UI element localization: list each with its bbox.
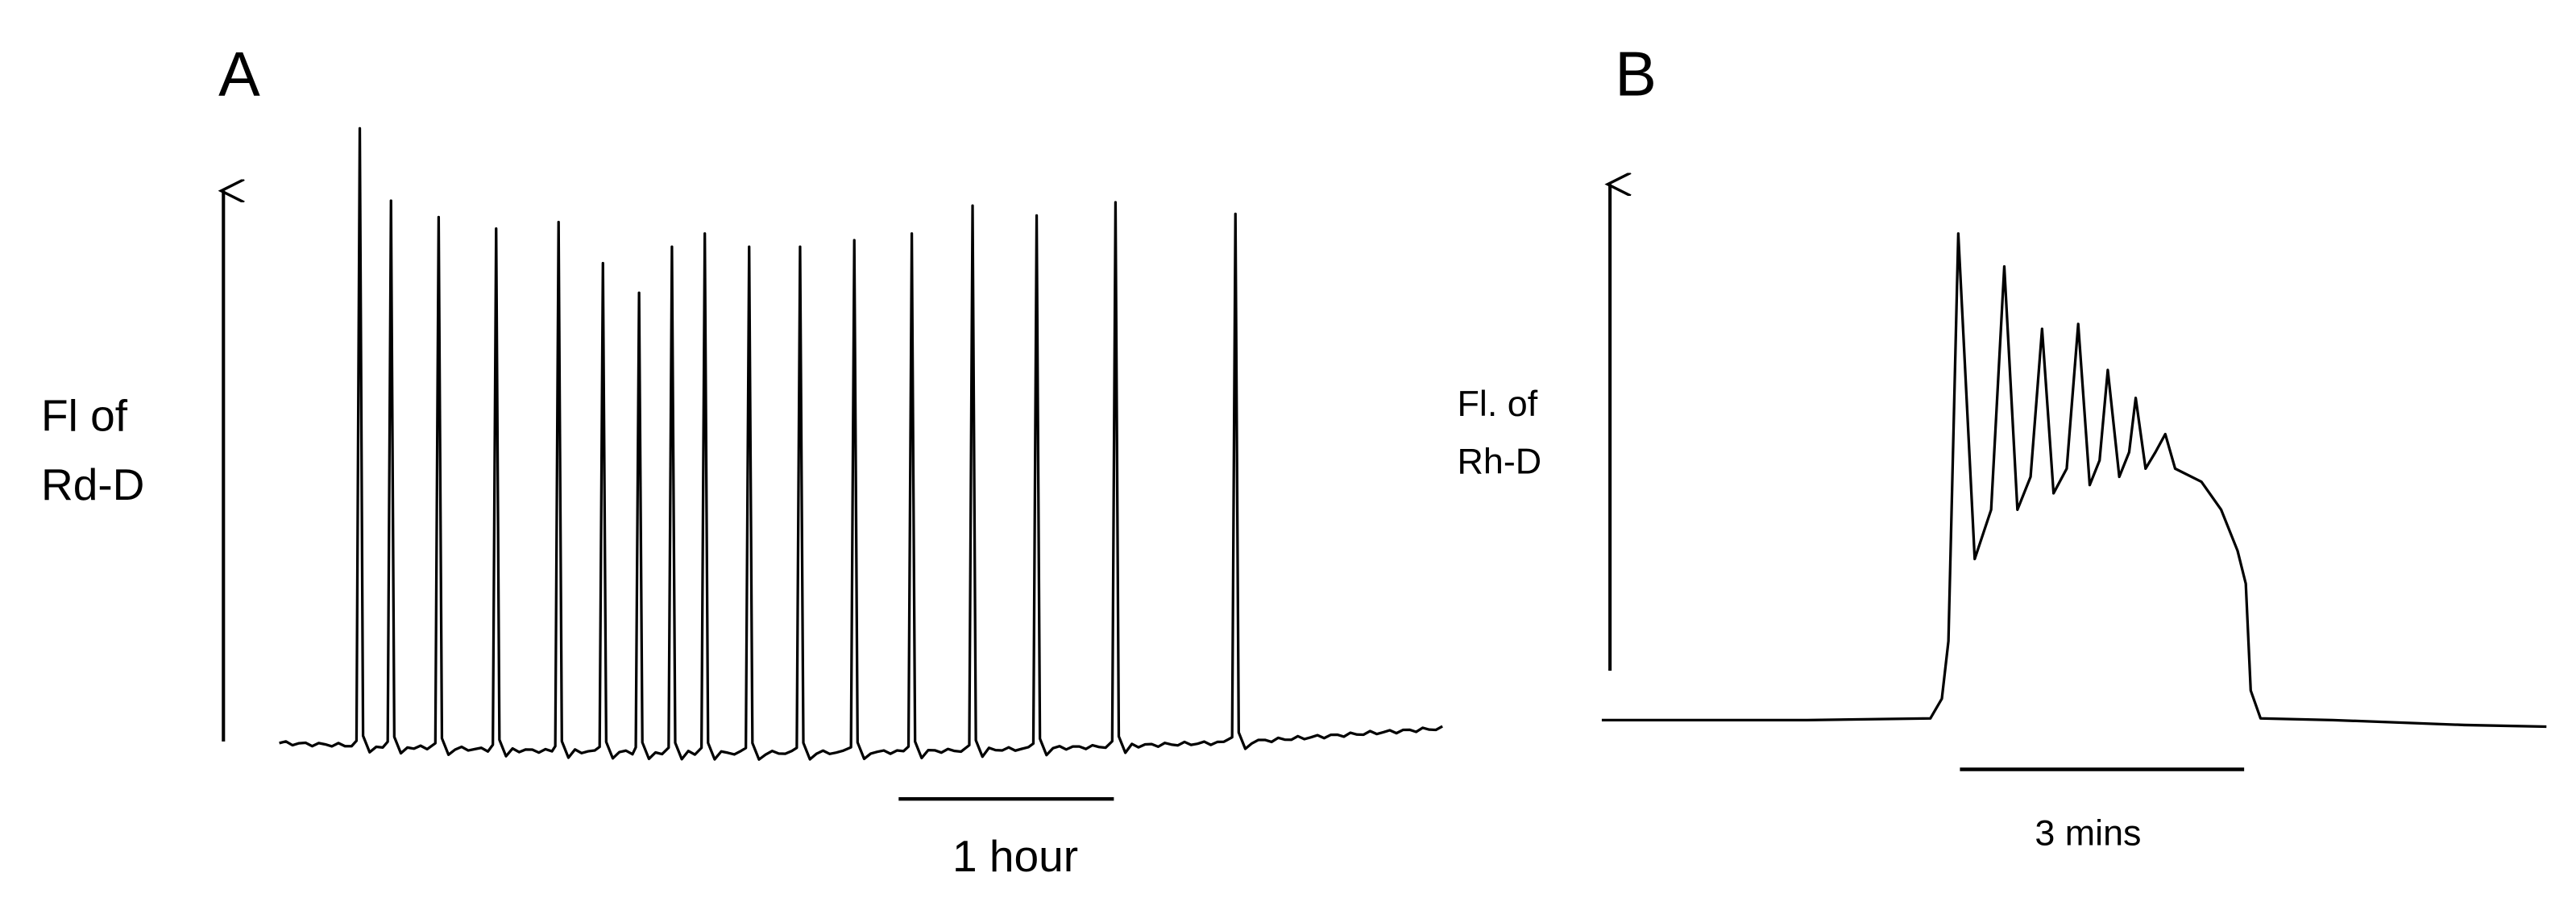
y-label: Fl. of (1458, 383, 1538, 424)
panel-a: A Fl of Rd-D 1 hour (41, 40, 1443, 881)
y-label: Rh-D (1458, 440, 1542, 481)
panel-label: A (218, 40, 260, 110)
panel-label: B (1615, 40, 1657, 110)
trace (279, 127, 1443, 761)
trace (1601, 232, 2547, 729)
scale-label: 3 mins (2035, 812, 2141, 853)
y-label: Rd-D (41, 459, 144, 509)
panel-b: B Fl. of Rh-D 3 mins (1458, 40, 2547, 853)
scale-label: 1 hour (952, 831, 1078, 881)
y-label: Fl of (41, 390, 128, 440)
